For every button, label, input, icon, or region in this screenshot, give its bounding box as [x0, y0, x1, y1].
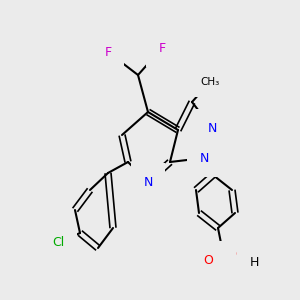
- Text: N: N: [143, 176, 153, 188]
- Text: F: F: [158, 41, 166, 55]
- Text: O: O: [203, 254, 213, 266]
- Text: F: F: [104, 46, 112, 59]
- Text: Cl: Cl: [52, 236, 64, 250]
- Text: H: H: [249, 256, 259, 269]
- Text: O: O: [235, 248, 245, 262]
- Text: N: N: [207, 122, 217, 134]
- Text: N: N: [199, 152, 209, 164]
- Text: CH₃: CH₃: [200, 77, 220, 87]
